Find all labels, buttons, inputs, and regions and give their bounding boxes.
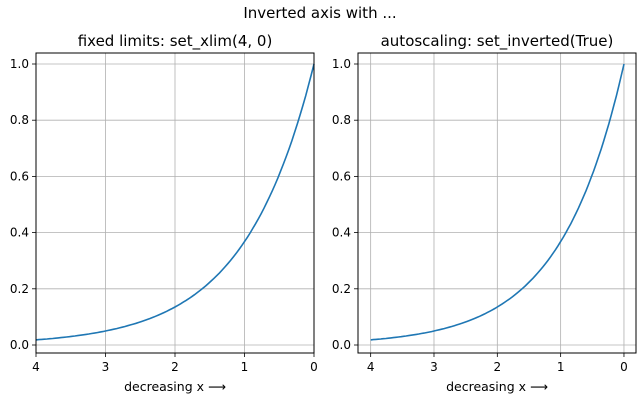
- y-tick-label: 0.2: [332, 282, 351, 296]
- y-tick-label: 0.8: [10, 113, 29, 127]
- y-tick-label: 0.4: [332, 226, 351, 240]
- data-line: [35, 63, 315, 341]
- y-tick-label: 0.6: [10, 169, 29, 183]
- x-tick-label: 3: [102, 360, 110, 374]
- y-tick-label: 0.6: [332, 169, 351, 183]
- x-tick-label: 4: [32, 360, 40, 374]
- left-axes: 4 3 2 1 0 0.0 0.2 0.4 0.6 0.8 1.0 fixed limits: set…: [10, 32, 318, 394]
- x-tick-label: 4: [367, 360, 375, 374]
- axes-frame: [35, 52, 315, 354]
- x-tick-label: 1: [557, 360, 565, 374]
- x-axis-label: decreasing x ⟶: [124, 379, 226, 394]
- x-tick-label: 2: [171, 360, 179, 374]
- y-tick-label: 1.0: [10, 57, 29, 71]
- y-tick-label: 0.0: [10, 338, 29, 352]
- y-tick-label: 0.0: [332, 338, 351, 352]
- y-tick-label: 1.0: [332, 57, 351, 71]
- y-tick-label: 0.2: [10, 282, 29, 296]
- y-tick-label: 0.4: [10, 226, 29, 240]
- figure-suptitle: Inverted axis with ...: [243, 4, 396, 22]
- x-tick-label: 0: [620, 360, 628, 374]
- data-line: [370, 63, 625, 341]
- x-tick-label: 2: [493, 360, 501, 374]
- x-tick-label: 3: [430, 360, 438, 374]
- axes-title: fixed limits: set_xlim(4, 0): [78, 32, 273, 51]
- axes-title: autoscaling: set_inverted(True): [381, 32, 614, 51]
- y-tick-label: 0.8: [332, 113, 351, 127]
- right-axes: 4 3 2 1 0 0.0 0.2 0.4 0.6 0.8 1.0 autoscaling: set_…: [332, 32, 637, 394]
- x-tick-label: 1: [241, 360, 249, 374]
- axes-frame: [357, 52, 637, 354]
- x-tick-label: 0: [310, 360, 318, 374]
- x-axis-label: decreasing x ⟶: [446, 379, 548, 394]
